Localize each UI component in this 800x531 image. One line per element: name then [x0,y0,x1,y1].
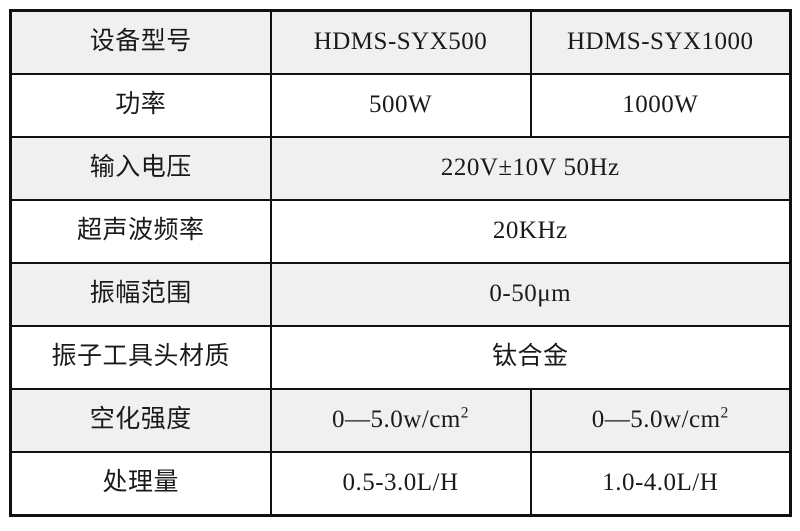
cell-cavitation-1000: 0—5.0w/cm2 [529,388,792,454]
row-label-model: 设备型号 [9,9,272,75]
cavitation-500-text: 0—5.0w/cm [331,406,461,434]
table-row: 处理量 0.5-3.0L/H 1.0-4.0L/H [9,451,792,517]
row-label-amplitude-range: 振幅范围 [9,261,272,328]
table-row: 振幅范围 0-50μm [9,261,792,328]
cell-input-voltage-value: 220V±10V 50Hz [269,135,792,201]
table-row: 超声波频率 20KHz [9,198,792,265]
table-row: 空化强度 0—5.0w/cm2 0—5.0w/cm2 [9,388,792,454]
row-label-power: 功率 [9,72,272,138]
cell-amplitude-range-value: 0-50μm [269,261,792,328]
cavitation-1000-exponent: 2 [720,405,729,423]
table-row: 输入电压 220V±10V 50Hz [9,135,792,201]
cell-frequency-value: 20KHz [269,198,792,265]
cavitation-500-exponent: 2 [460,405,470,423]
cavitation-1000-text: 0—5.0w/cm [591,406,721,434]
row-label-horn-material: 振子工具头材质 [9,325,272,391]
row-label-throughput: 处理量 [9,451,272,517]
row-label-cavitation-intensity: 空化强度 [9,388,272,454]
table-row: 设备型号 HDMS-SYX500 HDMS-SYX1000 [9,9,792,75]
row-label-frequency: 超声波频率 [9,198,272,265]
cell-power-500: 500W [269,72,532,138]
row-label-input-voltage: 输入电压 [9,135,272,201]
cell-throughput-500: 0.5-3.0L/H [269,451,532,517]
equipment-spec-table: 设备型号 HDMS-SYX500 HDMS-SYX1000 功率 500W 10… [9,9,792,517]
cell-model-1000: HDMS-SYX1000 [529,9,792,75]
cell-power-1000: 1000W [529,72,792,138]
cell-model-500: HDMS-SYX500 [269,9,532,75]
cell-cavitation-500: 0—5.0w/cm2 [269,388,532,454]
cell-horn-material-value: 钛合金 [269,325,792,391]
cell-throughput-1000: 1.0-4.0L/H [529,451,792,517]
table-row: 振子工具头材质 钛合金 [9,325,792,391]
table-row: 功率 500W 1000W [9,72,792,138]
spec-table-body: 设备型号 HDMS-SYX500 HDMS-SYX1000 功率 500W 10… [9,9,792,517]
